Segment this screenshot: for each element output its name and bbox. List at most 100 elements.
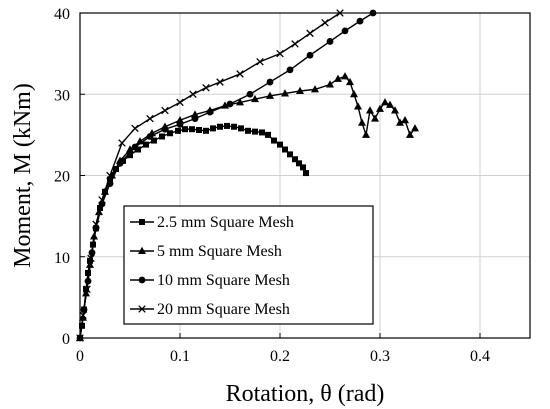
data-point	[277, 141, 283, 148]
data-point	[146, 133, 154, 140]
data-point	[406, 130, 414, 138]
data-point	[87, 254, 95, 263]
legend-label: 5 mm Square Mesh	[157, 243, 282, 260]
data-point	[321, 18, 329, 27]
data-point	[176, 98, 184, 107]
legend-label: 10 mm Square Mesh	[157, 272, 290, 289]
x-tick-label: 0.2	[270, 348, 290, 365]
data-point	[191, 110, 199, 118]
legend-marker	[138, 276, 146, 284]
data-point	[98, 196, 106, 204]
data-point	[296, 86, 304, 94]
x-tick-label: 0.3	[370, 348, 390, 365]
data-point	[127, 152, 133, 159]
data-point	[252, 128, 258, 135]
data-point	[334, 74, 342, 82]
legend-box	[123, 205, 374, 325]
legend-label: 20 mm Square Mesh	[157, 301, 290, 318]
data-point	[291, 40, 299, 48]
data-point	[210, 125, 216, 132]
data-point	[326, 80, 334, 88]
data-point	[300, 164, 306, 171]
data-point	[350, 90, 358, 98]
data-point	[161, 106, 169, 115]
data-point	[203, 127, 209, 134]
data-point	[358, 118, 366, 126]
data-point	[286, 66, 294, 74]
y-tick-label: 10	[54, 250, 70, 267]
tick-marks	[79, 12, 481, 339]
data-point	[131, 143, 139, 151]
data-point	[354, 102, 362, 110]
data-point	[296, 160, 302, 167]
legend-entry: 2.5 mm Square Mesh	[130, 214, 294, 231]
data-point	[161, 125, 169, 133]
legend-marker	[139, 219, 145, 225]
data-point	[326, 38, 334, 45]
data-point	[362, 130, 370, 138]
y-tick-label: 0	[62, 331, 70, 348]
y-axis-title: Moment, M (kNm)	[10, 83, 36, 268]
data-point	[118, 139, 126, 147]
data-point	[175, 127, 181, 134]
data-point	[401, 116, 409, 124]
data-point	[265, 131, 271, 138]
data-point	[116, 159, 124, 167]
data-point	[266, 78, 274, 86]
legend-marker	[138, 246, 146, 254]
data-point	[396, 118, 404, 126]
data-point	[376, 104, 384, 112]
data-point	[92, 220, 100, 229]
data-point	[371, 114, 379, 122]
x-axis-title: Rotation, θ (rad)	[226, 381, 385, 407]
data-point	[79, 311, 87, 320]
data-point	[356, 17, 364, 25]
series-line	[79, 12, 341, 339]
data-point	[106, 171, 114, 180]
data-point	[381, 98, 389, 106]
y-tick-label: 30	[54, 87, 70, 104]
data-point	[266, 91, 274, 99]
data-point	[282, 146, 288, 153]
data-point	[159, 133, 165, 140]
data-point	[259, 129, 265, 136]
x-tick-label: 0.4	[470, 348, 490, 365]
data-point	[276, 49, 284, 58]
x-tick-label: 0	[76, 348, 84, 365]
data-point	[246, 90, 254, 98]
data-point	[287, 151, 293, 158]
data-point	[366, 106, 374, 114]
data-point	[146, 114, 154, 123]
data-point	[189, 90, 197, 99]
data-point	[151, 137, 157, 144]
data-point	[135, 146, 141, 153]
data-point	[251, 94, 259, 103]
data-point	[85, 270, 91, 276]
data-point	[216, 78, 224, 86]
x-tick-labels: 0 0.1 0.2 0.3 0.4	[76, 348, 490, 365]
y-tick-label: 20	[54, 169, 70, 186]
data-point	[292, 156, 298, 163]
data-point	[346, 77, 354, 86]
data-point	[167, 130, 173, 137]
data-point	[245, 127, 251, 134]
data-point	[311, 85, 319, 93]
data-point	[306, 51, 314, 59]
data-point	[271, 137, 277, 144]
data-point	[182, 126, 188, 133]
legend-entry: 20 mm Square Mesh	[130, 301, 290, 318]
data-point	[411, 124, 419, 132]
data-point	[238, 125, 244, 132]
data-point	[303, 170, 309, 177]
data-point	[83, 285, 91, 294]
legend-entry: 10 mm Square Mesh	[130, 272, 290, 289]
data-point	[206, 108, 214, 116]
legend-entry: 5 mm Square Mesh	[130, 243, 282, 260]
data-point	[131, 124, 139, 133]
legend-label: 2.5 mm Square Mesh	[157, 214, 294, 231]
data-point	[191, 115, 199, 123]
data-point	[196, 127, 202, 133]
data-point	[224, 122, 230, 129]
data-point	[176, 120, 184, 128]
